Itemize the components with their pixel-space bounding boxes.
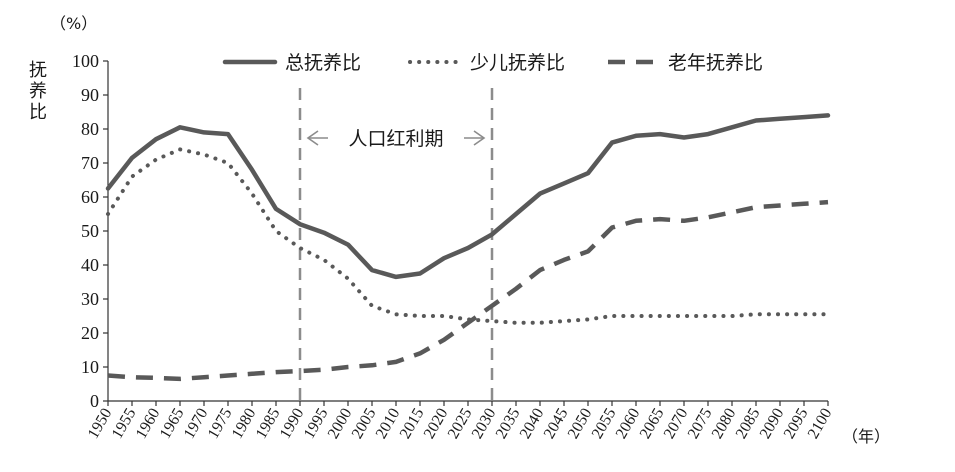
x-tick-label: 2045 xyxy=(541,406,572,442)
x-tick-label: 2050 xyxy=(565,406,596,442)
demographic-dividend-annotation: 人口红利期 xyxy=(298,88,494,401)
x-tick-label: 2035 xyxy=(493,406,524,442)
y-tick-label: 80 xyxy=(81,119,99,139)
x-tick-label: 1985 xyxy=(253,406,284,442)
x-tick-label: 1980 xyxy=(229,406,260,442)
series-line-3 xyxy=(107,199,829,382)
x-tick-label: 1965 xyxy=(157,406,188,442)
y-tick-label: 90 xyxy=(81,85,99,105)
x-tick-label: 2055 xyxy=(589,406,620,442)
x-tick-label: 1975 xyxy=(205,406,236,442)
y-tick-label: 30 xyxy=(81,289,99,309)
x-tick-label: 1995 xyxy=(301,406,332,442)
y-axis-label: 抚养比 xyxy=(29,60,47,123)
y-tick-label: 50 xyxy=(81,221,99,241)
annotation-arrowhead-right xyxy=(473,130,486,146)
x-axis-unit-label: （年） xyxy=(842,427,890,446)
x-tick-label: 2015 xyxy=(397,406,428,442)
x-tick-label: 2025 xyxy=(445,406,476,442)
x-tick-label: 1970 xyxy=(181,406,212,442)
x-tick-label: 2030 xyxy=(469,406,500,442)
annotation-label: 人口红利期 xyxy=(348,128,443,150)
legend-label-3: 老年抚养比 xyxy=(668,52,763,74)
x-tick-label: 2085 xyxy=(733,406,764,442)
series-layer xyxy=(105,113,831,382)
x-tick-label: 2065 xyxy=(637,406,668,442)
series-line-1 xyxy=(105,113,831,280)
y-tick-label: 100 xyxy=(72,51,99,71)
legend: 总抚养比 少儿抚养比 老年抚养比 xyxy=(222,52,763,74)
y-axis-label-char: 比 xyxy=(29,102,47,123)
x-tick-label: 2060 xyxy=(613,406,644,442)
x-tick-label: 2000 xyxy=(325,406,356,442)
series-line-2 xyxy=(106,147,830,325)
x-tick-label: 2005 xyxy=(349,406,380,442)
x-tick-label: 2020 xyxy=(421,406,452,442)
x-tick-label: 2090 xyxy=(757,406,788,442)
x-tick-label: 2070 xyxy=(661,406,692,442)
x-tick-label: 1955 xyxy=(109,406,140,442)
y-axis-label-char: 抚 xyxy=(29,60,47,81)
y-axis-label-char: 养 xyxy=(29,81,47,102)
y-tick-label: 20 xyxy=(81,323,99,343)
annotation-arrowhead-left xyxy=(306,130,319,146)
y-tick-label: 0 xyxy=(90,391,99,411)
x-tick-label: 2075 xyxy=(685,406,716,442)
x-tick-label: 2095 xyxy=(781,406,812,442)
x-tick-label: 2010 xyxy=(373,406,404,442)
x-tick-label: 2040 xyxy=(517,406,548,442)
y-tick-label: 60 xyxy=(81,187,99,207)
y-tick-label: 10 xyxy=(81,357,99,377)
y-tick-label: 70 xyxy=(81,153,99,173)
legend-label-1: 总抚养比 xyxy=(285,52,361,74)
x-tick-label: 1960 xyxy=(133,406,164,442)
y-tick-label: 40 xyxy=(81,255,99,275)
y-unit-label: （%） xyxy=(50,14,97,33)
x-tick-label: 2080 xyxy=(709,406,740,442)
x-tick-label: 2100 xyxy=(805,406,836,442)
x-tick-label: 1990 xyxy=(277,406,308,442)
legend-label-2: 少儿抚养比 xyxy=(470,52,565,74)
axes: 0102030405060708090100195019551960196519… xyxy=(72,51,835,442)
